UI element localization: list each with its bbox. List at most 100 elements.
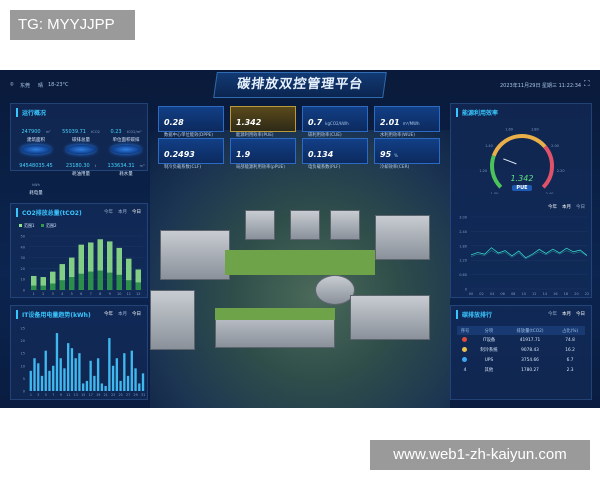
kpi-card[interactable]: 1.9 局部能源利用效率(pPUE) — [230, 138, 296, 170]
y-tick-label: 2.40 — [459, 230, 467, 234]
x-tick-label: 11 — [66, 393, 70, 397]
y-tick-label: 1.20 — [459, 259, 467, 263]
kpi-unit: % — [394, 153, 398, 158]
tab-month[interactable]: 本月 — [562, 205, 571, 210]
tab-today[interactable]: 今日 — [576, 205, 585, 210]
gauge-tick-label: 1.60 — [505, 128, 513, 132]
dashboard: ⌾ 东莞 晴 18-23°C 碳排放双控管理平台 2023年11月29日 星期三… — [0, 70, 600, 408]
table-row[interactable]: IT设备 41917.71 74.8 — [457, 335, 585, 345]
watermark-bottom-right: www.web1-zh-kaiyun.com — [370, 440, 590, 470]
tab-today[interactable]: 今日 — [132, 312, 141, 317]
x-tick-label: 8 — [99, 292, 101, 296]
x-tick-label: 12 — [136, 292, 140, 296]
x-tick-label: 6 — [80, 292, 82, 296]
bar — [85, 380, 89, 391]
bar-scope2 — [135, 282, 141, 290]
y-tick-label: 15 — [21, 352, 25, 356]
value-cell: 9078.43 — [521, 347, 539, 353]
value-cell: 3754.66 — [521, 357, 539, 363]
tab-year[interactable]: 今年 — [548, 205, 557, 210]
gauge-label: PUE — [512, 185, 532, 191]
bar — [96, 358, 100, 391]
pedestal-icon — [66, 145, 96, 154]
x-tick-label: 02 — [479, 292, 483, 296]
bar-scope1 — [50, 271, 56, 284]
x-tick-label: 14 — [543, 292, 548, 296]
y-tick-label: 30 — [21, 256, 25, 260]
tab-today[interactable]: 今日 — [576, 312, 585, 317]
panel-title: IT设备用电量趋势(kWh) — [16, 310, 91, 319]
bar-scope1 — [40, 277, 46, 286]
stat-label: 耗电量 — [29, 191, 43, 196]
kpi-card[interactable]: 0.7 kgCO2/kWh 碳利用效率(CUE) — [302, 106, 368, 138]
bar — [55, 333, 59, 391]
kpi-card[interactable]: 0.2493 制冷负载系数(CLF) — [158, 138, 224, 170]
bar-scope1 — [135, 269, 141, 283]
kpi-value: 1.342 — [236, 118, 262, 127]
table-row[interactable]: UPS 3754.66 6.7 — [457, 355, 585, 365]
green-roof — [225, 250, 375, 275]
bar — [52, 365, 55, 391]
pue-trend-chart: 0 0.60 1.20 1.80 2.40 3.00 00 02 04 06 08 10 12 14 16 1… — [459, 216, 589, 297]
medal-icon — [462, 356, 468, 362]
kpi-unit: m³/MWh — [402, 121, 420, 126]
datetime: 2023年11月29日 星期三 11:22:34 — [500, 83, 582, 89]
bar — [134, 368, 137, 391]
building — [375, 215, 430, 260]
name-cell: 其他 — [484, 368, 494, 373]
kpi-card[interactable]: 1.342 能源利用效率(PUE) — [230, 106, 296, 138]
bar — [70, 348, 74, 391]
kpi-card[interactable]: 0.134 电负载系数(PLF) — [302, 138, 368, 170]
rank-cell: 4 — [457, 365, 473, 375]
tab-month[interactable]: 本月 — [118, 210, 127, 215]
ranking-panel: 碳排放排行 今年 本月 今日 序号 分项 排放量(tCO2) 占比(%) IT设备 4191… — [450, 305, 592, 400]
power-panel: IT设备用电量趋势(kWh) 今年 本月 今日 0 5 10 15 20 25 1 3 5 7 9 11 1… — [10, 305, 148, 400]
kpi-value: 1.9 — [236, 150, 251, 159]
kpi-card[interactable]: 0.28 数据中心单位能效(DPPE) — [158, 106, 224, 138]
legend-label: 范围1 — [24, 222, 35, 228]
building — [350, 295, 430, 340]
bar — [93, 375, 96, 391]
bar-scope2 — [69, 277, 75, 290]
green-roof — [215, 308, 335, 320]
tab-month[interactable]: 本月 — [118, 312, 127, 317]
x-tick-label: 1 — [30, 393, 32, 397]
bar — [48, 370, 51, 391]
stat-item: 55039.71 tCO2 碳排总量 — [59, 118, 103, 154]
fullscreen-icon[interactable]: ⛶ — [584, 79, 590, 88]
kpi-card[interactable]: 2.01 m³/MWh 水利用效率(WUE) — [374, 106, 440, 138]
stat-label: 碳排总量 — [72, 138, 90, 143]
table-row[interactable]: 制冷系统 9078.43 16.2 — [457, 345, 585, 355]
medal-icon — [462, 346, 468, 352]
tab-year[interactable]: 今年 — [104, 210, 113, 215]
gauge-arc — [490, 155, 503, 189]
x-tick-label: 16 — [553, 292, 557, 296]
y-tick-label: 10 — [21, 364, 25, 368]
stat-unit: tCO2/m² — [126, 130, 142, 134]
table-row[interactable]: 4 其他 1780.27 2.3 — [457, 365, 585, 375]
kpi-card[interactable]: 95% 冷却效率(CER) — [374, 138, 440, 170]
bar-scope1 — [97, 239, 103, 271]
gauge-value: 1.342 — [510, 174, 534, 183]
tab-month[interactable]: 本月 — [562, 312, 571, 317]
bar — [130, 350, 133, 391]
panel-title: 碳排放排行 — [456, 310, 492, 319]
bar-scope1 — [31, 275, 37, 286]
bar-scope2 — [31, 285, 37, 290]
gauge-needle — [503, 158, 517, 165]
campus-3d-view[interactable] — [150, 130, 450, 408]
y-tick-label: 20 — [21, 267, 25, 271]
y-tick-label: 3.00 — [459, 216, 467, 220]
stat-item: 247900 m² 建筑面积 — [14, 118, 58, 154]
name-cell: 制冷系统 — [480, 348, 498, 353]
pue-panel: 能源利用效率 1.001.201.401.601.802.002.202.40 … — [450, 103, 592, 298]
gauge-tick-label: 2.00 — [551, 144, 559, 148]
temperature: 18-23°C — [48, 82, 69, 88]
tab-today[interactable]: 今日 — [132, 210, 141, 215]
stat-value: 247900 — [21, 129, 41, 135]
tab-year[interactable]: 今年 — [548, 312, 557, 317]
gauge-tick-label: 1.00 — [491, 192, 499, 194]
bar — [108, 338, 111, 391]
bar — [89, 360, 92, 391]
tab-year[interactable]: 今年 — [104, 312, 113, 317]
